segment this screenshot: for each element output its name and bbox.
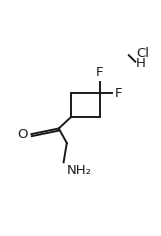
Text: F: F: [114, 87, 122, 100]
Text: H: H: [136, 57, 146, 70]
Text: Cl: Cl: [136, 47, 149, 60]
Text: O: O: [17, 128, 27, 141]
Text: NH₂: NH₂: [67, 164, 92, 177]
Text: F: F: [96, 66, 104, 79]
